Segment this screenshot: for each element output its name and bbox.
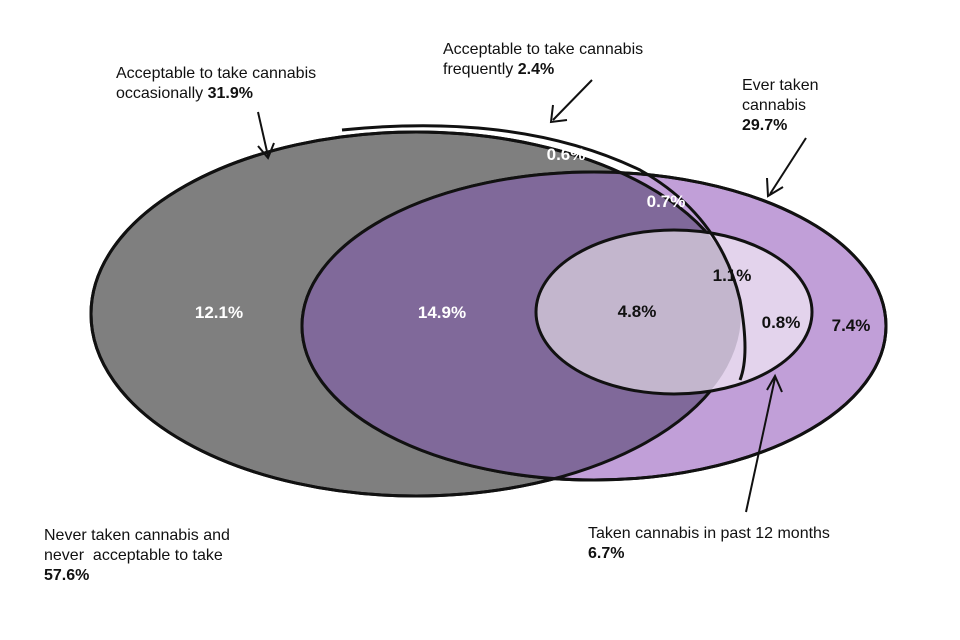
arrow-past12	[745, 373, 783, 513]
label-frequent-line2: frequently	[443, 61, 514, 78]
arrow-occasional	[257, 111, 275, 160]
region-frequent-ever: 0.7%	[647, 192, 686, 211]
frequent-boundary	[341, 124, 747, 381]
region-occasional-only: 12.1%	[195, 303, 243, 322]
label-frequent-line1: Acceptable to take cannabis	[443, 41, 644, 58]
past12-outline	[534, 228, 814, 396]
region-ever-only: 7.4%	[832, 316, 871, 335]
label-never-value: 57.6%	[44, 567, 90, 584]
label-occasional-value: 31.9%	[207, 85, 253, 102]
label-ever-value: 29.7%	[742, 117, 788, 134]
arrow-frequent	[549, 79, 593, 124]
label-past12: Taken cannabis in past 12 months 6.7%	[588, 524, 908, 564]
label-past12-value: 6.7%	[588, 545, 625, 562]
label-ever-line1: Ever taken	[742, 77, 819, 94]
region-past12-only: 0.8%	[762, 313, 801, 332]
region-occasional-ever: 14.9%	[418, 303, 466, 322]
ever-outline	[300, 170, 888, 482]
label-occasional: Acceptable to take cannabis occasionally…	[116, 64, 376, 104]
label-frequent: Acceptable to take cannabis frequently 2…	[443, 40, 703, 80]
region-frequent-past12: 1.1%	[713, 266, 752, 285]
label-never-line1: Never taken cannabis and	[44, 527, 230, 544]
label-occasional-text: Acceptable to take cannabis occasionally	[116, 65, 317, 102]
region-frequent-only: 0.6%	[547, 145, 586, 164]
label-frequent-value: 2.4%	[517, 61, 555, 78]
label-never-line2: never acceptable to take	[44, 547, 223, 564]
region-occasional-past12: 4.8%	[618, 302, 657, 321]
label-past12-text: Taken cannabis in past 12 months	[588, 525, 830, 542]
arrow-ever	[766, 137, 807, 198]
label-never: Never taken cannabis and never acceptabl…	[44, 526, 304, 586]
label-ever-line2: cannabis	[742, 97, 807, 114]
label-ever: Ever taken cannabis 29.7%	[742, 76, 852, 136]
past12-overlap-region	[536, 230, 741, 394]
